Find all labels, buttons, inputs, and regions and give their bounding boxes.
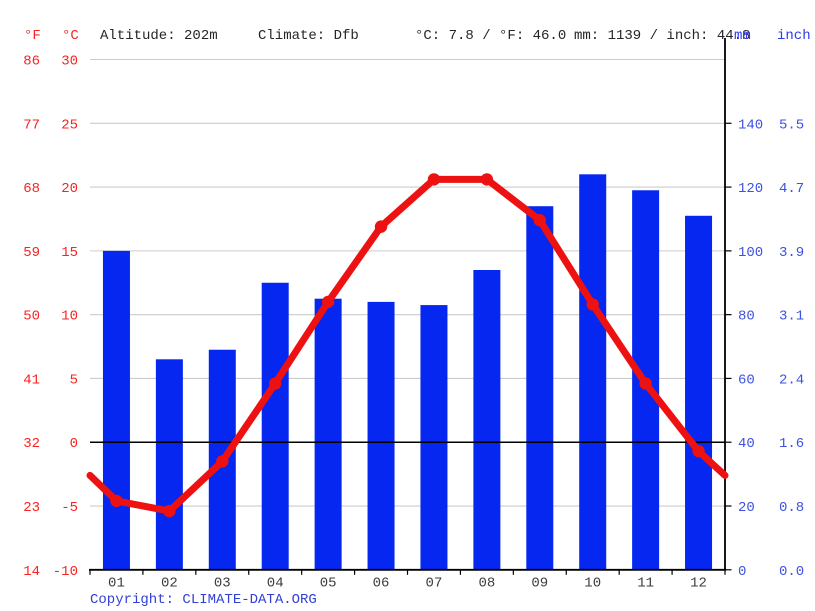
- mm-tick-label: 120: [738, 181, 763, 197]
- mm-tick-label: 100: [738, 245, 763, 261]
- fahrenheit-tick-label: 68: [23, 181, 40, 197]
- header-altitude: Altitude: 202m: [100, 28, 218, 44]
- month-label: 07: [426, 575, 443, 591]
- temperature-markers: [110, 173, 705, 518]
- month-label: 11: [637, 575, 654, 591]
- month-label: 04: [267, 575, 284, 591]
- inch-tick-label: 3.9: [779, 245, 804, 261]
- temperature-point: [110, 494, 123, 508]
- month-label: 12: [690, 575, 707, 591]
- axis-labels: 86 30 77 25 68 20 59 15 50 10 41 5 32 0 23 -5 14 -10 140 5.…: [23, 54, 804, 592]
- precip-bar: [579, 174, 607, 570]
- inch-tick-label: 2.4: [779, 372, 804, 388]
- mm-tick-label: 0: [738, 564, 746, 580]
- inch-tick-label: 0.0: [779, 564, 804, 580]
- inch-tick-label: 4.7: [779, 181, 804, 197]
- fahrenheit-tick-label: 41: [23, 372, 40, 388]
- month-label: 03: [214, 575, 231, 591]
- temperature-line: [86, 175, 729, 515]
- temperature-point: [533, 214, 546, 227]
- precip-bars: [102, 174, 713, 570]
- temperature-point: [427, 173, 441, 186]
- celsius-tick-label: -10: [53, 564, 78, 580]
- month-label: 08: [478, 575, 495, 591]
- temperature-point: [269, 377, 282, 390]
- fahrenheit-tick-label: 50: [23, 309, 40, 325]
- temperature-point: [216, 455, 229, 468]
- temperature-point: [321, 295, 335, 309]
- mm-tick-label: 80: [738, 309, 755, 325]
- celsius-tick-label: 30: [61, 54, 78, 70]
- month-label: 09: [531, 575, 548, 591]
- header-fahrenheit-label: °F: [24, 28, 41, 44]
- fahrenheit-tick-label: 59: [23, 245, 40, 261]
- temperature-point: [374, 220, 388, 233]
- celsius-tick-label: 15: [61, 245, 78, 261]
- precip-bar: [685, 215, 713, 570]
- celsius-tick-label: 25: [61, 117, 78, 133]
- right-axis: [724, 38, 732, 571]
- header-celsius-label: °C: [62, 28, 79, 44]
- temperature-point: [692, 444, 705, 458]
- mm-tick-label: 140: [738, 117, 763, 133]
- mm-tick-label: 60: [738, 372, 755, 388]
- inch-tick-label: 5.5: [779, 117, 804, 133]
- temperature-point: [586, 298, 599, 311]
- month-label: 01: [108, 575, 125, 591]
- temperature-point: [639, 377, 652, 390]
- precip-bar: [473, 269, 501, 570]
- header-inch-label: inch: [777, 28, 811, 44]
- fahrenheit-tick-label: 77: [23, 117, 40, 133]
- month-label: 10: [584, 575, 601, 591]
- celsius-tick-label: 10: [61, 309, 78, 325]
- x-axis: [89, 568, 726, 575]
- precip-bar: [367, 301, 395, 570]
- precip-bar: [261, 282, 289, 570]
- precip-bar: [420, 305, 448, 570]
- temperature-point: [480, 173, 494, 186]
- fahrenheit-tick-label: 14: [23, 564, 40, 580]
- month-label: 05: [320, 575, 337, 591]
- precip-bar: [314, 298, 342, 570]
- inch-tick-label: 0.8: [779, 500, 804, 516]
- month-label: 02: [161, 575, 178, 591]
- header-temp-summary: °C: 7.8 / °F: 46.0: [415, 28, 567, 44]
- celsius-tick-label: 5: [70, 372, 78, 388]
- mm-tick-label: 20: [738, 500, 755, 516]
- precip-bar: [155, 359, 183, 570]
- inch-tick-label: 1.6: [779, 436, 804, 452]
- mm-tick-label: 40: [738, 436, 755, 452]
- celsius-tick-label: -5: [61, 500, 78, 516]
- fahrenheit-tick-label: 32: [23, 436, 40, 452]
- temperature-point: [163, 504, 176, 518]
- fahrenheit-tick-label: 86: [23, 54, 40, 70]
- precip-bar: [526, 206, 554, 570]
- header-climate-class: Climate: Dfb: [258, 28, 359, 44]
- copyright-text: Copyright: CLIMATE-DATA.ORG: [90, 592, 317, 608]
- precip-bar: [102, 250, 130, 570]
- celsius-tick-label: 20: [61, 181, 78, 197]
- fahrenheit-tick-label: 23: [23, 500, 40, 516]
- header-mm-label: mm: [734, 28, 751, 44]
- grid-lines: [90, 58, 725, 507]
- inch-tick-label: 3.1: [779, 309, 804, 325]
- celsius-tick-label: 0: [70, 436, 78, 452]
- header-precip-summary: mm: 1139 / inch: 44.8: [574, 28, 751, 44]
- month-label: 06: [373, 575, 390, 591]
